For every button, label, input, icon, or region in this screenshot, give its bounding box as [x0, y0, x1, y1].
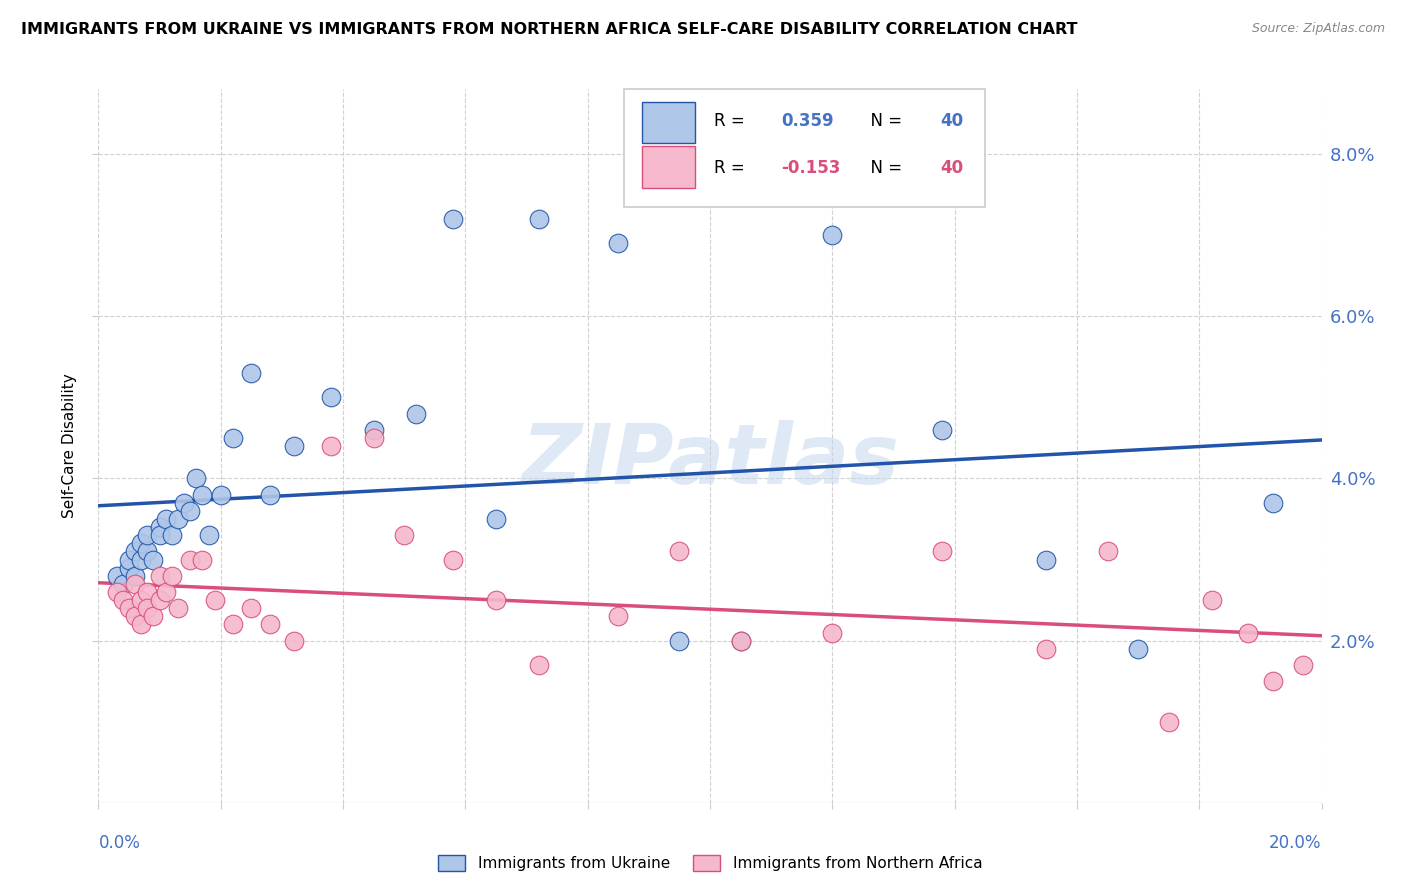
Point: [931, 544, 953, 558]
Point: [821, 625, 844, 640]
Text: R =: R =: [714, 112, 749, 130]
Point: [118, 560, 141, 574]
Point: [118, 552, 141, 566]
Point: [124, 577, 146, 591]
Point: [1201, 593, 1223, 607]
Point: [136, 601, 159, 615]
Point: [527, 657, 550, 672]
Point: [1097, 544, 1119, 558]
Point: [124, 609, 146, 624]
Point: [441, 211, 464, 226]
Point: [240, 366, 263, 380]
Point: [136, 544, 159, 558]
Text: ZIPatlas: ZIPatlas: [522, 420, 898, 500]
FancyBboxPatch shape: [624, 89, 986, 207]
Point: [668, 633, 690, 648]
Text: 0.0%: 0.0%: [98, 834, 141, 852]
Point: [111, 593, 134, 607]
Point: [441, 552, 464, 566]
Point: [1261, 496, 1284, 510]
Point: [204, 593, 226, 607]
Text: N =: N =: [860, 112, 908, 130]
Point: [149, 568, 172, 582]
Point: [668, 544, 690, 558]
Point: [179, 552, 201, 566]
Point: [149, 593, 172, 607]
Point: [1157, 714, 1180, 729]
Point: [142, 609, 165, 624]
Point: [186, 471, 208, 485]
Point: [160, 528, 183, 542]
Point: [197, 528, 219, 542]
Point: [607, 236, 630, 251]
Point: [149, 520, 172, 534]
Point: [111, 577, 134, 591]
Legend: Immigrants from Ukraine, Immigrants from Northern Africa: Immigrants from Ukraine, Immigrants from…: [432, 849, 988, 877]
Point: [363, 423, 385, 437]
Point: [392, 528, 416, 542]
Point: [209, 488, 232, 502]
Point: [167, 512, 190, 526]
Point: [607, 609, 630, 624]
Point: [129, 593, 152, 607]
Text: -0.153: -0.153: [780, 159, 841, 177]
Text: N =: N =: [860, 159, 908, 177]
Point: [363, 431, 385, 445]
Point: [155, 512, 177, 526]
Point: [118, 601, 141, 615]
Point: [222, 431, 245, 445]
Point: [124, 568, 146, 582]
Point: [173, 496, 195, 510]
Point: [136, 585, 159, 599]
Point: [155, 585, 177, 599]
Point: [405, 407, 427, 421]
Point: [222, 617, 245, 632]
Point: [142, 552, 165, 566]
Text: R =: R =: [714, 159, 749, 177]
Point: [1035, 552, 1057, 566]
Text: 0.359: 0.359: [780, 112, 834, 130]
Text: 40: 40: [941, 159, 963, 177]
Text: Source: ZipAtlas.com: Source: ZipAtlas.com: [1251, 22, 1385, 36]
Point: [240, 601, 263, 615]
Point: [129, 617, 152, 632]
Point: [129, 552, 152, 566]
Point: [105, 568, 128, 582]
Point: [485, 593, 508, 607]
Text: 20.0%: 20.0%: [1270, 834, 1322, 852]
Point: [149, 528, 172, 542]
Point: [527, 211, 550, 226]
Point: [160, 568, 183, 582]
Point: [931, 423, 953, 437]
Y-axis label: Self-Care Disability: Self-Care Disability: [62, 374, 77, 518]
Point: [191, 488, 214, 502]
FancyBboxPatch shape: [641, 102, 696, 144]
Point: [319, 439, 342, 453]
Point: [167, 601, 190, 615]
Point: [105, 585, 128, 599]
Point: [485, 512, 508, 526]
FancyBboxPatch shape: [641, 146, 696, 187]
Text: IMMIGRANTS FROM UKRAINE VS IMMIGRANTS FROM NORTHERN AFRICA SELF-CARE DISABILITY : IMMIGRANTS FROM UKRAINE VS IMMIGRANTS FR…: [21, 22, 1077, 37]
Point: [821, 228, 844, 243]
Point: [259, 617, 281, 632]
Point: [179, 504, 201, 518]
Point: [191, 552, 214, 566]
Point: [283, 439, 305, 453]
Point: [1035, 641, 1057, 656]
Point: [259, 488, 281, 502]
Point: [129, 536, 152, 550]
Point: [1128, 641, 1150, 656]
Point: [319, 390, 342, 404]
Point: [730, 633, 752, 648]
Text: 40: 40: [941, 112, 963, 130]
Point: [136, 528, 159, 542]
Point: [730, 633, 752, 648]
Point: [283, 633, 305, 648]
Point: [1261, 674, 1284, 689]
Point: [1237, 625, 1260, 640]
Point: [1292, 657, 1315, 672]
Point: [124, 544, 146, 558]
